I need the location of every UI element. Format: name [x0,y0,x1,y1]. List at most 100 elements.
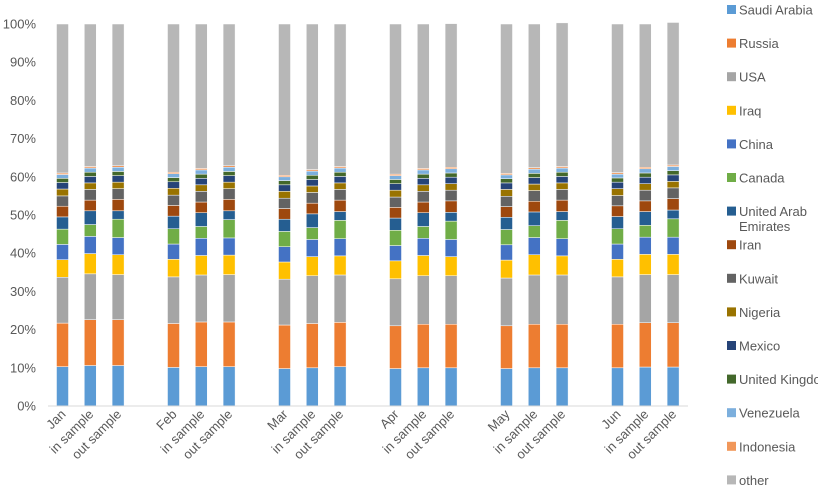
bar-segment-mexico [56,182,69,190]
bar-segment-russia [639,322,652,368]
legend-label-indonesia: Indonesia [739,439,796,454]
bar-segment-china [500,244,513,261]
legend-swatch-usa [727,72,736,82]
bar-segment-nigeria [222,181,236,189]
legend: Saudi Arabia Russia USA Iraq China Canada Unit… [727,3,818,488]
bar-segment-venezuela [84,167,97,173]
bar-segment-united-kingdom [111,171,125,176]
bar-segment-other [306,23,319,170]
bar-segment-russia [167,323,180,368]
bar-segment-china [84,236,97,254]
legend-label-iraq: Iraq [739,103,761,118]
bar-segment-canada [333,220,347,239]
bar-segment-iraq [195,255,208,276]
bar-segment-united-kingdom [56,178,69,183]
bar-segment-kuwait [167,194,180,206]
bar-segment-united-arab-emirates [167,215,180,230]
bar-segment-mexico [333,176,347,184]
bar-segment-nigeria [111,181,125,189]
bar-segment-china [111,237,125,255]
bar-segment-mexico [666,174,680,182]
legend-swatch-kuwait [727,273,736,283]
bar-segment-iraq [278,261,291,280]
bar-segment-iran [500,206,513,218]
bar-segment-united-kingdom [500,178,513,184]
bar-segment-usa [333,274,347,323]
bar-segment-iraq [222,254,236,275]
bar-segment-saudi-arabia [56,366,69,407]
legend-swatch-venezuela [727,408,736,418]
bar-segment-kuwait [84,189,97,201]
bar-segment-china [306,239,319,257]
legend-swatch-united-kingdom [727,374,736,384]
bar-segment-iran [222,199,236,212]
bar-segment-united-arab-emirates [195,212,208,227]
y-tick-label: 20% [10,322,36,337]
bar-segment-mexico [195,178,208,186]
bar-segment-iraq [528,254,541,276]
bar-segment-canada [417,226,430,239]
bar-segment-saudi-arabia [195,366,208,407]
y-tick-label: 60% [10,169,36,184]
bar-segment-iran [84,199,97,212]
bar-segment-kuwait [56,195,69,207]
legend-label-united-arab-emirates: United Arab Emirates [739,204,807,234]
legend-swatch-mexico [727,341,736,350]
bar-segment-other [56,23,69,174]
bar-segment-venezuela [389,175,402,180]
legend-label-other: other [739,473,769,488]
bar-group [56,22,680,407]
y-tick-label: 40% [10,246,36,261]
legend-label-nigeria: Nigeria [739,305,781,320]
bar-segment-united-arab-emirates [528,211,541,226]
bar-segment-russia [528,324,541,369]
bar-segment-venezuela [444,168,458,174]
bar-segment-nigeria [666,181,680,189]
bar-segment-usa [500,277,513,327]
bar-segment-canada [555,220,569,239]
bar-segment-saudi-arabia [666,366,680,407]
bar-segment-venezuela [611,173,624,179]
bar-segment-iran [639,200,652,212]
bar-segment-united-kingdom [195,173,208,179]
bar-segment-other [195,23,208,169]
bar-segment-iran [666,198,680,211]
bar-segment-china [666,236,680,255]
bar-segment-iran [278,208,291,220]
bar-segment-venezuela [500,174,513,179]
bar-segment-nigeria [84,182,97,190]
bar-segment-other [84,23,97,167]
bar-segment-usa [611,276,624,325]
legend-swatch-nigeria [727,307,736,317]
bar-segment-united-kingdom [278,180,291,186]
bar-segment-nigeria [555,182,569,190]
bar-segment-mexico [222,175,236,183]
bar-segment-other [389,23,402,175]
bar-segment-usa [444,275,458,325]
bar-segment-iran [167,205,180,217]
bar-segment-iran [333,199,347,212]
bar-segment-iran [528,201,541,213]
legend-label-iran: Iran [739,238,761,253]
bar-segment-united-kingdom [639,172,652,178]
bar-segment-kuwait [528,190,541,202]
bar-segment-iran [444,200,458,213]
bar-segment-nigeria [444,183,458,191]
bar-segment-russia [84,319,97,366]
bar-segment-united-kingdom [611,177,624,183]
bar-segment-mexico [306,179,319,187]
bar-segment-mexico [167,181,180,189]
bar-segment-russia [278,324,291,369]
bar-segment-usa [417,275,430,325]
bar-segment-mexico [278,184,291,192]
bar-segment-other [222,23,236,166]
bar-segment-russia [56,322,69,367]
legend-swatch-china [727,139,736,149]
bar-segment-kuwait [195,191,208,203]
bar-segment-saudi-arabia [639,366,652,407]
bar-segment-canada [278,231,291,247]
bar-segment-mexico [639,176,652,184]
bar-segment-china [333,238,347,257]
bar-segment-kuwait [500,196,513,207]
